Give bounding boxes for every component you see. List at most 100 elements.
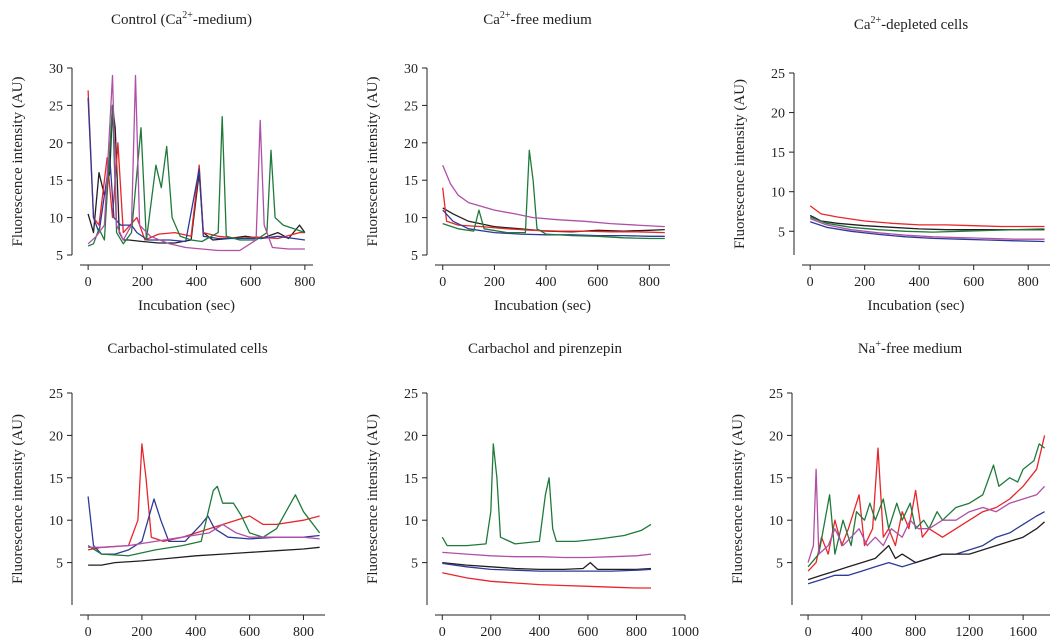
x-tick-label: 600 [963, 275, 984, 290]
x-tick-label: 200 [480, 625, 501, 640]
x-tick-label: 0 [85, 625, 92, 640]
chart-panel-4: 5 10 15 20 25 0 200 400 600 800 Carbachol-stimulat… [10, 341, 325, 640]
chart-panel-1: 5 10 15 20 25 30 0 200 400 600 800 Control (Ca2+-me… [10, 10, 315, 314]
y-tick-label: 30 [404, 62, 418, 77]
y-tick-label: 5 [56, 557, 63, 572]
y-tick-label: 20 [404, 429, 418, 444]
x-axis-label: Incubation (sec) [867, 298, 964, 314]
x-tick-label: 400 [186, 275, 207, 290]
y-tick-label: 25 [49, 99, 63, 114]
x-tick-label: 200 [484, 275, 505, 290]
y-tick-label: 10 [771, 186, 785, 201]
x-tick-label: 800 [639, 275, 660, 290]
x-axis-label: Incubation (sec) [138, 298, 235, 314]
x-tick-label: 800 [294, 275, 315, 290]
series-line-magenta [442, 551, 652, 559]
y-tick-label: 10 [769, 514, 783, 529]
chart-panel-5: 5 10 15 20 25 0 200 400 600 800 1000 Carbachol and … [365, 341, 699, 640]
y-tick-label: 20 [769, 429, 783, 444]
y-tick-label: 15 [404, 472, 418, 487]
y-tick-label: 10 [404, 212, 418, 227]
x-tick-label: 800 [905, 625, 926, 640]
chart-title: Na+-free medium [858, 339, 963, 357]
series-line-green [809, 216, 1045, 233]
y-tick-label: 5 [778, 225, 785, 240]
series-line-magenta [807, 468, 1046, 563]
x-tick-label: 200 [131, 625, 152, 640]
series-line-magenta [809, 217, 1045, 240]
y-tick-label: 25 [404, 99, 418, 114]
x-tick-label: 200 [854, 275, 875, 290]
x-tick-label: 600 [239, 625, 260, 640]
y-axis-label: Fluorescence intensity (AU) [732, 79, 748, 249]
x-tick-label: 0 [439, 625, 446, 640]
y-tick-label: 30 [49, 62, 63, 77]
x-tick-label: 0 [439, 275, 446, 290]
y-tick-label: 15 [769, 472, 783, 487]
series-line-magenta [442, 164, 665, 228]
y-tick-label: 25 [769, 387, 783, 402]
y-tick-label: 15 [771, 146, 785, 161]
chart-title: Control (Ca2+-medium) [111, 10, 252, 28]
series-line-magenta [88, 523, 320, 548]
y-tick-label: 15 [49, 472, 63, 487]
series-line-green [807, 443, 1045, 568]
x-tick-label: 0 [807, 275, 814, 290]
chart-title: Ca2+-free medium [483, 10, 592, 28]
x-axis-label: Incubation (sec) [494, 298, 591, 314]
series-line-blue [809, 221, 1045, 243]
x-tick-label: 1000 [671, 625, 699, 640]
y-tick-label: 10 [404, 514, 418, 529]
x-tick-label: 400 [909, 275, 930, 290]
y-tick-label: 20 [49, 137, 63, 152]
series-line-blue [87, 496, 320, 555]
y-tick-label: 10 [49, 212, 63, 227]
x-tick-label: 600 [587, 275, 608, 290]
x-tick-label: 1600 [1009, 625, 1037, 640]
y-tick-label: 20 [404, 137, 418, 152]
x-tick-label: 800 [293, 625, 314, 640]
chart-panel-2: 5 10 15 20 25 30 0 200 400 600 800 Ca2+-free medium… [365, 10, 670, 314]
chart-title: Ca2+-depleted cells [854, 15, 969, 33]
y-tick-label: 25 [771, 67, 785, 82]
series-line-green [87, 485, 321, 557]
y-axis-label: Fluorescence intensity (AU) [10, 77, 26, 247]
y-tick-label: 25 [49, 387, 63, 402]
series-line-magenta [87, 74, 305, 252]
x-tick-label: 1200 [955, 625, 983, 640]
y-tick-label: 15 [404, 174, 418, 189]
y-axis-label: Fluorescence intensity (AU) [365, 414, 381, 584]
y-tick-label: 15 [49, 174, 63, 189]
x-tick-label: 800 [626, 625, 647, 640]
x-tick-label: 400 [529, 625, 550, 640]
chart-panel-3: 5 10 15 20 25 0 200 400 600 800 Ca2+-depleted cell… [732, 15, 1050, 314]
series-line-blue [442, 562, 652, 572]
series-line-black [88, 546, 320, 566]
y-tick-label: 5 [411, 249, 418, 264]
series-line-green [442, 149, 665, 240]
y-tick-label: 5 [56, 249, 63, 264]
series-line-blue [442, 209, 665, 237]
chart-title: Carbachol-stimulated cells [107, 341, 268, 357]
series-line-red [442, 572, 651, 589]
x-tick-label: 600 [577, 625, 598, 640]
y-tick-label: 5 [411, 557, 418, 572]
x-tick-label: 400 [851, 625, 872, 640]
x-tick-label: 600 [240, 275, 261, 290]
y-axis-label: Fluorescence intensity (AU) [365, 77, 381, 247]
series-line-red [442, 187, 665, 234]
y-axis-label: Fluorescence intensity (AU) [10, 414, 26, 584]
y-tick-label: 10 [49, 514, 63, 529]
y-tick-label: 20 [771, 107, 785, 122]
y-tick-label: 5 [776, 557, 783, 572]
y-tick-label: 25 [404, 387, 418, 402]
series-line-black [442, 561, 652, 571]
series-line-green [441, 443, 652, 547]
x-tick-label: 400 [536, 275, 557, 290]
x-tick-label: 0 [805, 625, 812, 640]
series-line-red [809, 205, 1045, 228]
series-line-black [807, 521, 1046, 581]
x-tick-label: 400 [185, 625, 206, 640]
